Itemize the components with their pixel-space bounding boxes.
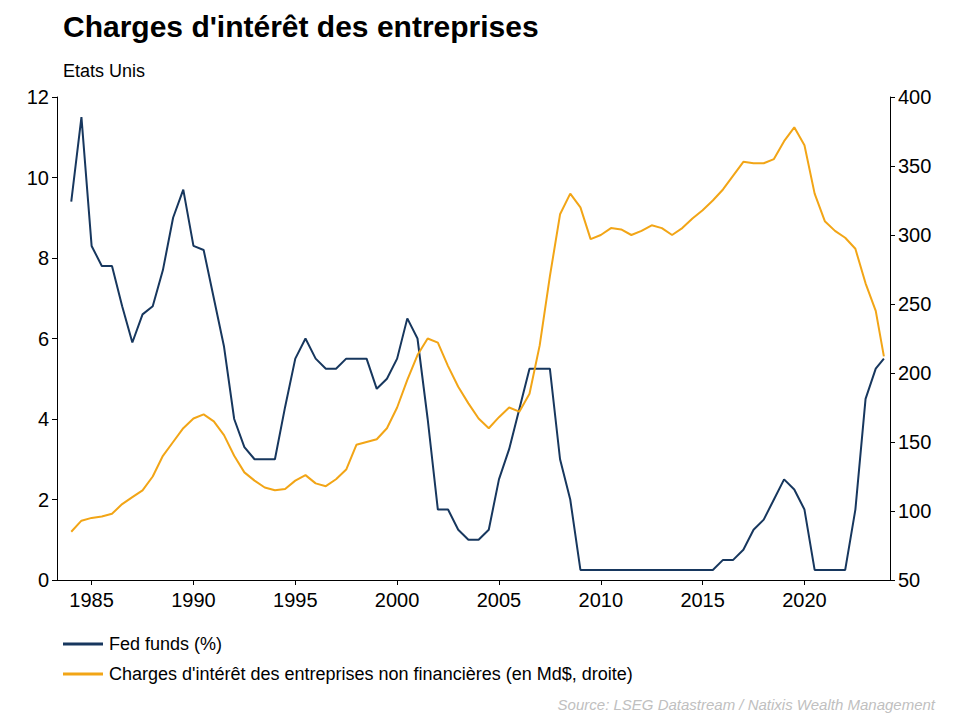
svg-text:150: 150 (898, 431, 931, 453)
svg-text:250: 250 (898, 293, 931, 315)
svg-text:300: 300 (898, 224, 931, 246)
svg-text:2005: 2005 (477, 589, 521, 611)
svg-text:Charges d'intérêt des entrepri: Charges d'intérêt des entreprises non fi… (109, 664, 633, 684)
svg-text:10: 10 (27, 167, 49, 189)
svg-text:2000: 2000 (375, 589, 420, 611)
svg-text:350: 350 (898, 155, 931, 177)
svg-text:1985: 1985 (69, 589, 114, 611)
svg-text:2: 2 (38, 489, 49, 511)
svg-text:1990: 1990 (171, 589, 216, 611)
svg-text:2020: 2020 (782, 589, 827, 611)
svg-text:50: 50 (898, 569, 920, 591)
svg-text:8: 8 (38, 247, 49, 269)
svg-text:12: 12 (27, 86, 49, 108)
svg-text:Source: LSEG Datastream / Nati: Source: LSEG Datastream / Natixis Wealth… (558, 696, 936, 713)
svg-text:0: 0 (38, 569, 49, 591)
svg-text:Charges d'intérêt des entrepri: Charges d'intérêt des entreprises (63, 10, 539, 43)
svg-text:200: 200 (898, 362, 931, 384)
svg-text:6: 6 (38, 328, 49, 350)
svg-text:100: 100 (898, 500, 931, 522)
svg-text:Fed funds (%): Fed funds (%) (109, 634, 222, 654)
svg-text:1995: 1995 (273, 589, 318, 611)
svg-text:Etats Unis: Etats Unis (63, 61, 145, 81)
svg-text:2015: 2015 (680, 589, 725, 611)
svg-text:2010: 2010 (579, 589, 624, 611)
svg-text:400: 400 (898, 86, 931, 108)
svg-text:4: 4 (38, 408, 49, 430)
